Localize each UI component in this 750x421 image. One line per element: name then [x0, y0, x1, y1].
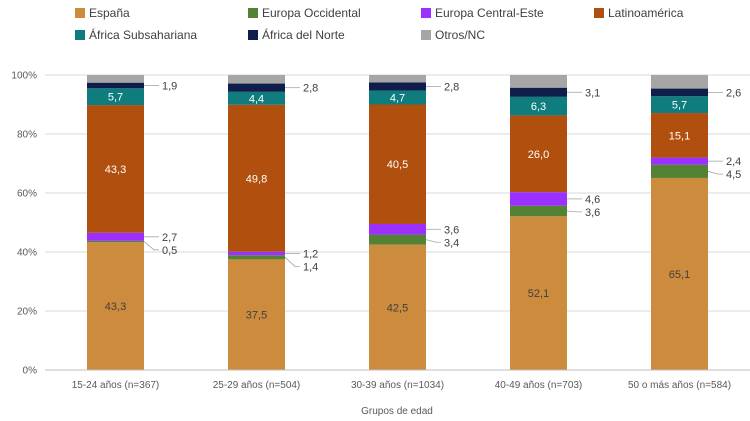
data-label: 5,7 [108, 92, 123, 104]
data-label: 1,9 [162, 80, 177, 92]
data-label: 4,6 [585, 194, 600, 206]
x-tick-label: 30-39 años (n=1034) [351, 380, 444, 391]
legend-swatch [248, 30, 258, 40]
data-label: 3,1 [585, 87, 600, 99]
data-label: 2,8 [444, 82, 459, 94]
data-label: 2,8 [303, 83, 318, 95]
bar-segment [228, 252, 285, 256]
data-label: 1,4 [303, 261, 318, 273]
data-label: 2,7 [162, 232, 177, 244]
y-tick-label: 40% [17, 248, 37, 259]
legend-label: Europa Occidental [262, 6, 361, 20]
legend-swatch [421, 8, 431, 18]
data-label: 43,3 [105, 164, 126, 176]
bar-segment [651, 165, 708, 178]
bar-segment [369, 82, 426, 90]
data-label: 0,5 [162, 245, 177, 257]
bar-segment [87, 241, 144, 242]
data-label: 26,0 [528, 149, 549, 161]
legend-swatch [75, 8, 85, 18]
data-label: 3,6 [444, 224, 459, 236]
legend-label: Latinoamérica [608, 6, 684, 20]
x-tick-label: 25-29 años (n=504) [213, 380, 301, 391]
y-tick-label: 20% [17, 307, 37, 318]
y-tick-label: 60% [17, 189, 37, 200]
data-label: 49,8 [246, 173, 267, 185]
leader-line [426, 240, 441, 243]
bar-segment [510, 75, 567, 88]
bar-segment [369, 75, 426, 82]
data-label: 40,5 [387, 159, 408, 171]
bar-segment [87, 83, 144, 89]
bar-segment [87, 75, 144, 83]
bar-segment [369, 235, 426, 245]
legend-swatch [248, 8, 258, 18]
legend-label: Europa Central-Este [435, 6, 544, 20]
leader-line [144, 242, 159, 250]
data-label: 3,4 [444, 237, 459, 249]
data-label: 2,4 [726, 156, 741, 168]
data-label: 52,1 [528, 288, 549, 300]
legend-swatch [594, 8, 604, 18]
legend-label: África Subsahariana [89, 27, 197, 42]
bar-segment [651, 158, 708, 165]
data-label: 1,2 [303, 248, 318, 260]
bar-segment [510, 206, 567, 217]
x-tick-label: 50 o más años (n=584) [628, 380, 731, 391]
legend-label: España [89, 6, 130, 20]
x-tick-label: 40-49 años (n=703) [495, 380, 583, 391]
data-label: 2,6 [726, 87, 741, 99]
data-label: 4,7 [390, 93, 405, 105]
bars [87, 75, 708, 370]
y-tick-label: 0% [23, 366, 38, 377]
bar-segment [228, 75, 285, 84]
data-label: 65,1 [669, 269, 690, 281]
data-label: 15,1 [669, 130, 690, 142]
leader-line [567, 211, 582, 212]
data-label: 6,3 [531, 101, 546, 113]
leader-line [708, 171, 723, 174]
data-label: 5,7 [672, 100, 687, 112]
y-tick-label: 80% [17, 130, 37, 141]
data-label: 4,5 [726, 169, 741, 181]
data-label: 4,4 [249, 93, 264, 105]
y-tick-label: 100% [11, 71, 37, 82]
bar-segment [228, 255, 285, 259]
legend-swatch [421, 30, 431, 40]
leader-line [285, 257, 300, 266]
legend-label: África del Norte [262, 27, 345, 42]
bar-segment [510, 192, 567, 206]
legend: España Europa Occidental Europa Central-Es… [75, 6, 684, 42]
bar-segment [228, 84, 285, 92]
data-label: 42,5 [387, 302, 408, 314]
bar-segment [510, 88, 567, 97]
legend-label: Otros/NC [435, 28, 485, 42]
x-tick-label: 15-24 años (n=367) [72, 380, 160, 391]
bar-segment [369, 224, 426, 235]
data-label: 37,5 [246, 310, 267, 322]
bar-segment [651, 75, 708, 89]
data-label: 43,3 [105, 301, 126, 313]
data-label: 3,6 [585, 207, 600, 219]
bar-segment [651, 89, 708, 97]
bar-segment [87, 233, 144, 241]
x-axis-title: Grupos de edad [361, 406, 433, 417]
legend-swatch [75, 30, 85, 40]
